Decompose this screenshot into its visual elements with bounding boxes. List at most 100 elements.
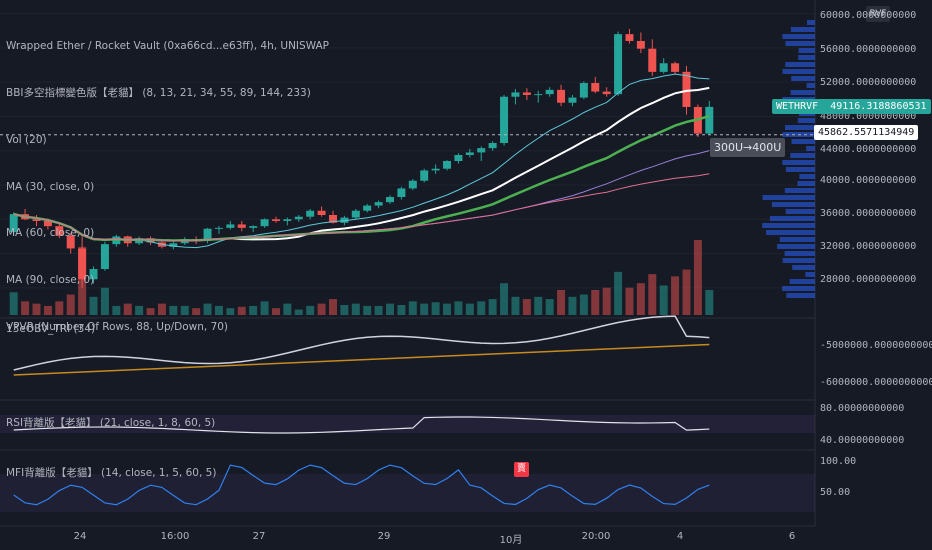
volume-bar <box>522 299 531 315</box>
mfi-line <box>13 464 710 506</box>
mfi-axis-label: 100.00 <box>820 456 857 467</box>
time-label: 4 <box>676 531 684 542</box>
volume-bar <box>271 308 280 315</box>
candle-body <box>203 228 212 241</box>
vpvr-bar <box>797 181 815 186</box>
candle-body <box>351 210 360 218</box>
mfi-title[interactable]: MFI背離版【老貓】 (14, close, 1, 5, 60, 5) <box>6 467 217 479</box>
candle-body <box>340 217 349 223</box>
legend-ma30[interactable]: MA (30, close, 0) <box>6 180 95 193</box>
candle-body <box>294 216 303 220</box>
time-label: 29 <box>377 531 391 542</box>
volume-bar <box>135 305 144 315</box>
vpvr-bar <box>782 258 815 263</box>
vpvr-bar <box>786 293 815 298</box>
price-label: 52000.0000000000 <box>820 77 917 88</box>
volume-bar <box>169 305 178 315</box>
vpvr-bar <box>805 272 815 277</box>
candle-body <box>636 41 645 49</box>
legend-vol[interactable]: Vol (20) <box>6 133 47 146</box>
time-label: 6 <box>788 531 796 542</box>
volume-bar <box>602 287 611 315</box>
obv-title[interactable]: 13eOBV_TRI (34) <box>6 323 96 335</box>
candle-body <box>522 92 531 95</box>
obv-signal-line <box>13 343 710 376</box>
candle-body <box>306 210 315 217</box>
volume-bar <box>705 290 714 315</box>
candle-body <box>511 92 520 97</box>
volume-bar <box>443 303 452 315</box>
candle-body <box>454 155 463 161</box>
candle-body <box>591 83 600 92</box>
rsi-band <box>0 415 815 433</box>
vpvr-bar <box>762 223 815 228</box>
time-label: 20:00 <box>581 531 611 542</box>
volume-bar <box>636 283 645 315</box>
candle-body <box>386 197 394 203</box>
volume-bar <box>363 305 372 315</box>
volume-bar <box>568 296 577 315</box>
obv-axis-label: -5000000.0000000000 <box>820 340 932 351</box>
candle-body <box>397 188 406 197</box>
volume-bar <box>682 269 691 315</box>
price-label: 36000.0000000000 <box>820 208 917 219</box>
volume-bar <box>614 271 623 315</box>
candle-body <box>317 210 326 215</box>
volume-bar <box>374 305 383 315</box>
candle-body <box>477 148 486 153</box>
legend-bbi[interactable]: BBI多空指標變色版【老貓】 (8, 13, 21, 34, 55, 89, 1… <box>6 86 311 99</box>
price-tag-symbol: WETHRVF <box>776 101 819 112</box>
volume-bar <box>203 303 212 315</box>
crosshair-level-tag: 45862.5571134949 <box>814 125 919 140</box>
candle-body <box>66 235 75 249</box>
candle-body <box>602 91 611 95</box>
rsi-title[interactable]: RSI背離版【老貓】 (21, close, 1, 8, 60, 5) <box>6 417 216 429</box>
candle-body <box>9 214 18 233</box>
volume-bar <box>579 294 588 315</box>
candle-body <box>169 243 178 247</box>
candle-body <box>443 161 452 169</box>
ma-long-line <box>13 173 710 242</box>
vpvr-bar <box>785 125 815 130</box>
volume-bar <box>648 274 657 315</box>
volume-bar <box>214 305 223 315</box>
candle-body <box>545 89 554 95</box>
vpvr-bar <box>782 69 815 74</box>
legend-ma60[interactable]: MA (60, close, 0) <box>6 227 95 240</box>
vpvr-bar <box>782 34 815 39</box>
vpvr-bar <box>766 230 815 235</box>
volume-bar <box>89 296 98 315</box>
vpvr-bar <box>785 62 815 67</box>
candle-body <box>260 219 269 227</box>
volume-bar <box>32 303 41 315</box>
candle-body <box>43 221 52 227</box>
volume-bar <box>351 303 360 315</box>
rsi-line <box>13 416 710 434</box>
chart-annotation[interactable]: 300U→400U <box>710 138 786 157</box>
candle-body <box>671 63 680 72</box>
price-tag-value: 49116.3188860531 <box>830 101 927 112</box>
vpvr-bar <box>779 237 815 242</box>
candle-body <box>374 202 383 206</box>
volume-bar <box>408 301 417 315</box>
volume-bar <box>317 303 326 315</box>
candle-body <box>89 269 98 280</box>
price-label: 32000.0000000000 <box>820 241 917 252</box>
legend-ma90[interactable]: MA (90, close, 0) <box>6 274 95 287</box>
candle-body <box>249 226 258 228</box>
volume-bar <box>226 308 235 315</box>
candle-body <box>705 106 714 134</box>
volume-bar <box>192 308 201 315</box>
volume-bar <box>112 305 121 315</box>
vpvr-bar <box>785 167 815 172</box>
candle-body <box>557 89 566 103</box>
volume-bar <box>500 283 509 315</box>
candle-body <box>226 224 235 228</box>
symbol-title[interactable]: Wrapped Ether / Rocket Vault (0xa66cd...… <box>6 40 330 53</box>
candle-body <box>420 170 429 181</box>
candle-body <box>659 63 668 72</box>
time-label: 16:00 <box>160 531 190 542</box>
volume-bar <box>249 305 258 315</box>
legend-vpvr[interactable]: VPVR (Number Of Rows, 88, Up/Down, 70) <box>6 320 229 333</box>
